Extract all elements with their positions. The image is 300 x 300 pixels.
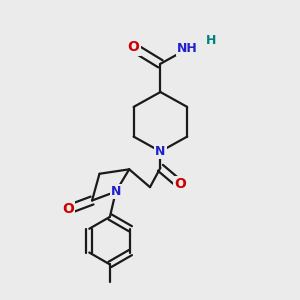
Text: NH: NH [177,42,197,56]
Text: O: O [128,40,140,55]
Text: N: N [111,185,121,198]
Text: O: O [62,202,74,216]
Text: O: O [174,177,186,191]
Text: N: N [155,145,166,158]
Text: H: H [206,34,216,46]
